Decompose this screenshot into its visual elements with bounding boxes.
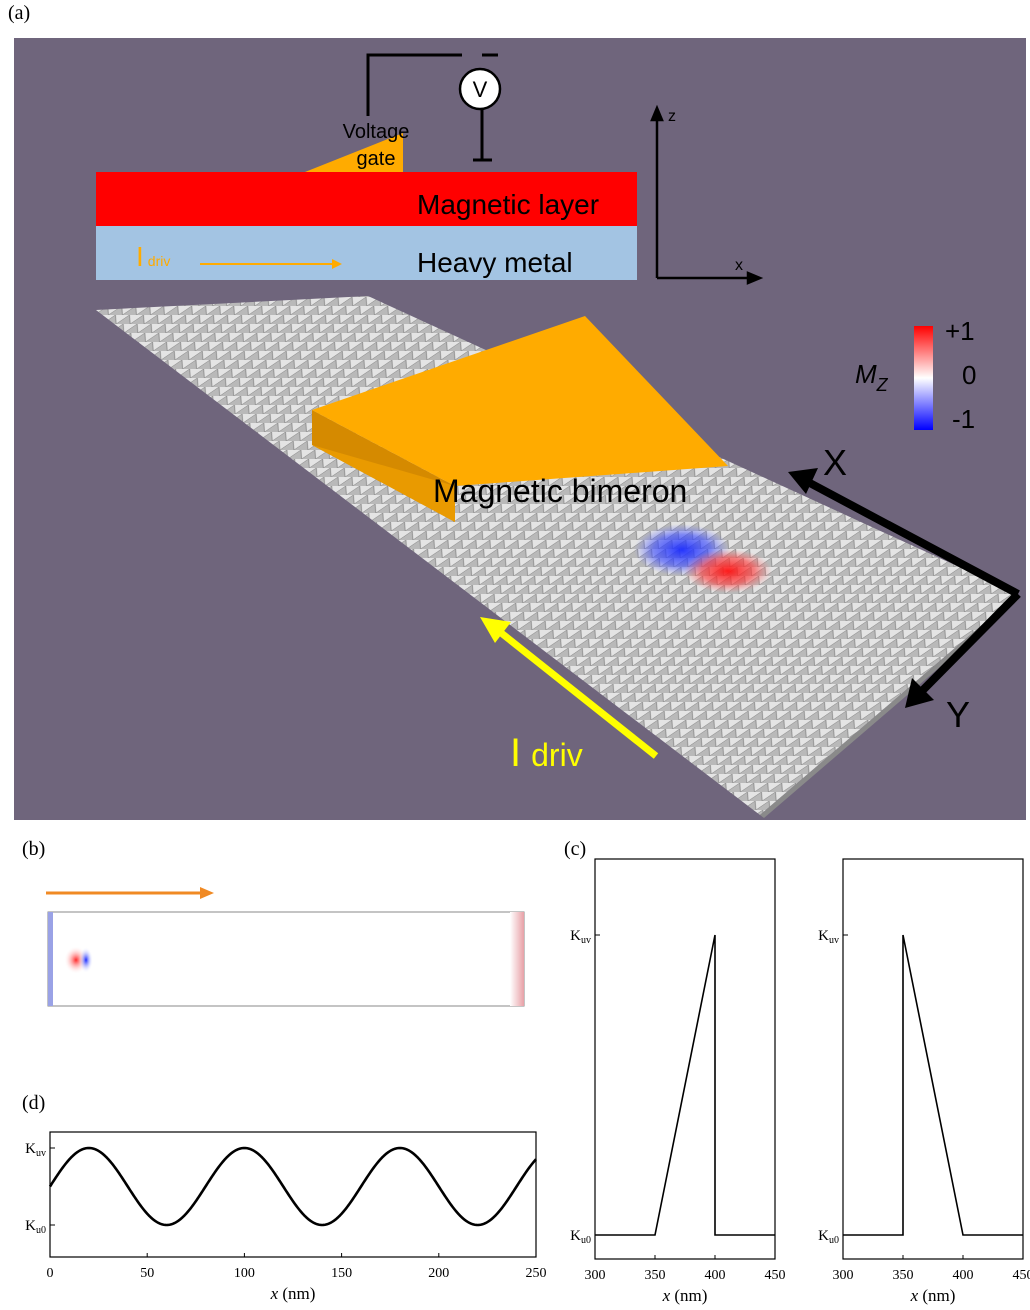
gate-block-front [312,445,455,522]
cl-ytick-label: Ku0 [570,1228,591,1246]
axis-z-label: z [668,108,676,125]
colorbar-min: -1 [952,404,975,434]
d-xtick-label: 0 [47,1266,54,1281]
bimeron-blue-b [79,947,93,973]
axis-Y-label: Y [946,694,970,735]
panel-b-label: (b) [22,838,46,860]
bimeron-label: Magnetic bimeron [433,473,687,509]
voltmeter-icon [458,67,502,111]
panel-d-chart: 0 50 100 150 200 250 x (nm) Kuv Ku0 [25,1131,547,1303]
cl-xtick-label: 300 [585,1268,606,1283]
d-ytick-label: Kuv [25,1141,46,1159]
panel-b-snapshot [46,887,525,1007]
cl-profile-line [595,934,775,1236]
d-sine-line [48,1146,537,1227]
xz-axes [650,104,764,285]
cr-plot-frame [842,858,1024,1260]
magnetic-layer [96,172,637,226]
cr-xtick-label: 300 [833,1268,854,1283]
heavy-metal-label: Heavy metal [417,247,573,278]
panel-c-right-chart: 300 350 400 450 x (nm) Kuv Ku0 [818,858,1030,1305]
magnetic-layer-label: Magnetic layer [417,189,599,220]
axis-X-label: X [823,442,847,483]
idriv-large-arrow [497,629,659,759]
cr-xlabel: x (nm) [910,1286,956,1305]
cl-xtick-label: 450 [765,1268,786,1283]
gate-block-top [312,316,728,486]
cr-ytick-label: Ku0 [818,1228,839,1246]
axis-x-label: x [735,257,743,274]
panel-c-label: (c) [564,838,587,860]
motion-arrowhead [200,887,214,899]
voltage-gate-wedge [305,133,403,172]
bimeron-red-lobe [684,549,772,593]
d-xtick-label: 100 [234,1266,255,1281]
idriv-large-arrowhead [480,617,511,643]
colorbar-mid: 0 [962,360,976,390]
cr-xtick-label: 450 [1013,1268,1030,1283]
mz-colorbar [914,326,933,430]
d-xtick-label: 50 [140,1266,154,1281]
panel-a-label: (a) [8,2,31,24]
panel-c-left-chart: 300 350 400 450 x (nm) Kuv Ku0 [570,858,786,1305]
nanotrack-edge [760,594,1018,818]
voltage-gate-label-1: Voltage [343,121,410,143]
d-xtick-label: 150 [331,1266,352,1281]
cl-xtick-label: 400 [705,1268,726,1283]
cl-xtick-label: 350 [645,1268,666,1283]
left-edge-tint [48,912,53,1006]
cr-xtick-label: 400 [953,1268,974,1283]
cr-profile-line [843,934,1023,1236]
d-xlabel: x (nm) [270,1284,316,1303]
cl-plot-frame [594,858,776,1260]
d-plot-frame [49,1131,537,1258]
cl-xlabel: x (nm) [662,1286,708,1305]
d-ytick-label: Ku0 [25,1218,46,1236]
arrow-x-head [788,468,818,494]
colorbar-max: +1 [945,316,975,346]
right-edge-tint [510,912,524,1006]
d-xtick-label: 200 [428,1266,449,1281]
panel-d-label: (d) [22,1092,46,1114]
cr-ytick-label: Kuv [818,928,839,946]
cl-ytick-label: Kuv [570,928,591,946]
arrow-y-head [905,678,934,708]
d-xtick-label: 250 [526,1266,547,1281]
xy-frame-arrows [806,478,1021,696]
panel-a-illustration: V Voltage gate Magnetic layer Heavy meta… [14,38,1026,820]
voltage-gate-label-2: gate [357,148,396,170]
cr-xtick-label: 350 [893,1268,914,1283]
heavy-metal-layer [96,226,637,280]
idriv-small-arrowhead [332,259,342,269]
voltage-circuit [366,53,498,162]
mz-symbol: MZ [855,359,889,395]
nanotrack-snapshot [47,911,525,1007]
voltmeter-label: V [473,77,488,102]
